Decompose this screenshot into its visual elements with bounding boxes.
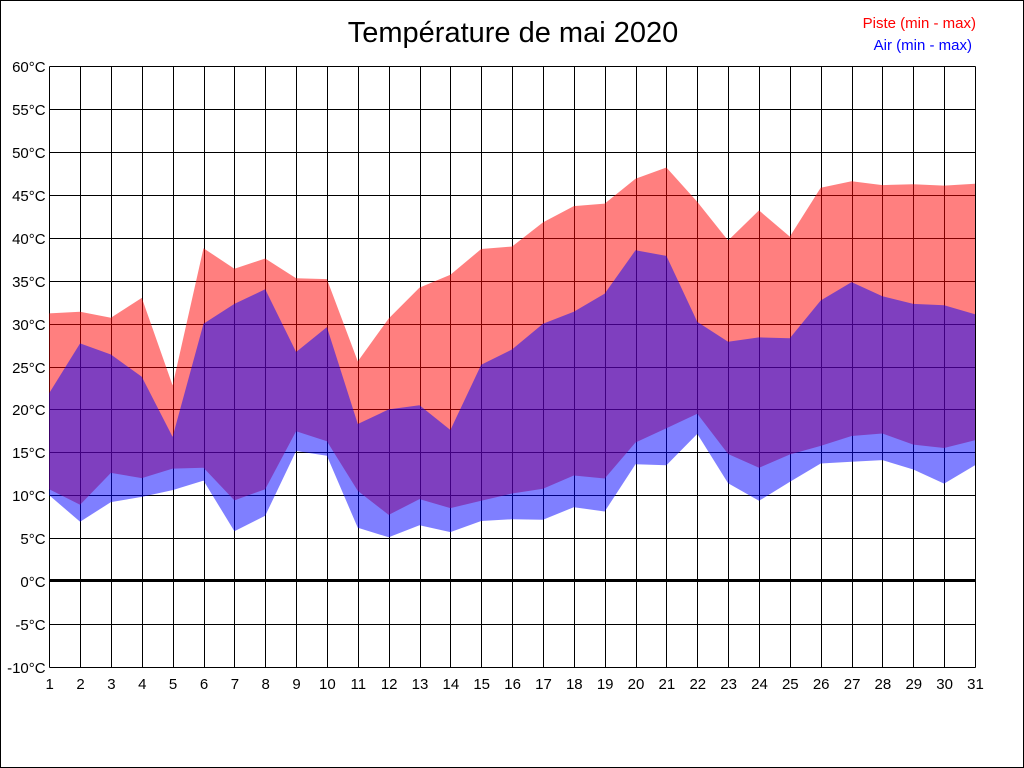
svg-text:5°C: 5°C: [20, 531, 45, 548]
svg-text:31: 31: [967, 676, 984, 693]
svg-text:21: 21: [659, 676, 676, 693]
svg-text:29: 29: [905, 676, 922, 693]
svg-text:50°C: 50°C: [12, 145, 46, 162]
svg-text:7: 7: [231, 676, 239, 693]
svg-text:16: 16: [504, 676, 521, 693]
svg-text:14: 14: [443, 676, 460, 693]
svg-text:30: 30: [936, 676, 953, 693]
svg-text:60°C: 60°C: [12, 59, 46, 76]
svg-text:Air (min - max): Air (min - max): [874, 37, 972, 54]
svg-text:55°C: 55°C: [12, 102, 46, 119]
svg-text:2: 2: [76, 676, 84, 693]
svg-text:20°C: 20°C: [12, 402, 46, 419]
svg-text:15: 15: [473, 676, 490, 693]
svg-text:23: 23: [720, 676, 737, 693]
svg-text:Piste (min - max): Piste (min - max): [863, 15, 976, 32]
svg-text:13: 13: [412, 676, 429, 693]
svg-text:30°C: 30°C: [12, 317, 46, 334]
svg-text:24: 24: [751, 676, 768, 693]
svg-text:35°C: 35°C: [12, 274, 46, 291]
svg-text:17: 17: [535, 676, 552, 693]
svg-text:45°C: 45°C: [12, 188, 46, 205]
svg-text:8: 8: [262, 676, 270, 693]
svg-text:3: 3: [107, 676, 115, 693]
svg-text:11: 11: [351, 676, 367, 693]
svg-text:Température de mai 2020: Température de mai 2020: [348, 17, 678, 49]
svg-text:6: 6: [200, 676, 208, 693]
svg-text:26: 26: [813, 676, 830, 693]
svg-text:40°C: 40°C: [12, 231, 46, 248]
svg-text:22: 22: [689, 676, 706, 693]
svg-text:-5°C: -5°C: [15, 617, 45, 634]
svg-text:25°C: 25°C: [12, 360, 46, 377]
svg-text:15°C: 15°C: [12, 445, 46, 462]
svg-text:19: 19: [597, 676, 614, 693]
svg-text:27: 27: [844, 676, 861, 693]
svg-text:25: 25: [782, 676, 799, 693]
svg-text:28: 28: [875, 676, 892, 693]
svg-text:-10°C: -10°C: [7, 660, 46, 677]
svg-text:4: 4: [138, 676, 146, 693]
svg-text:1: 1: [46, 676, 54, 693]
svg-text:10°C: 10°C: [12, 488, 46, 505]
svg-text:12: 12: [381, 676, 398, 693]
svg-text:9: 9: [292, 676, 300, 693]
svg-text:10: 10: [319, 676, 336, 693]
svg-text:0°C: 0°C: [20, 574, 45, 591]
svg-text:5: 5: [169, 676, 177, 693]
svg-text:20: 20: [628, 676, 645, 693]
svg-text:18: 18: [566, 676, 583, 693]
